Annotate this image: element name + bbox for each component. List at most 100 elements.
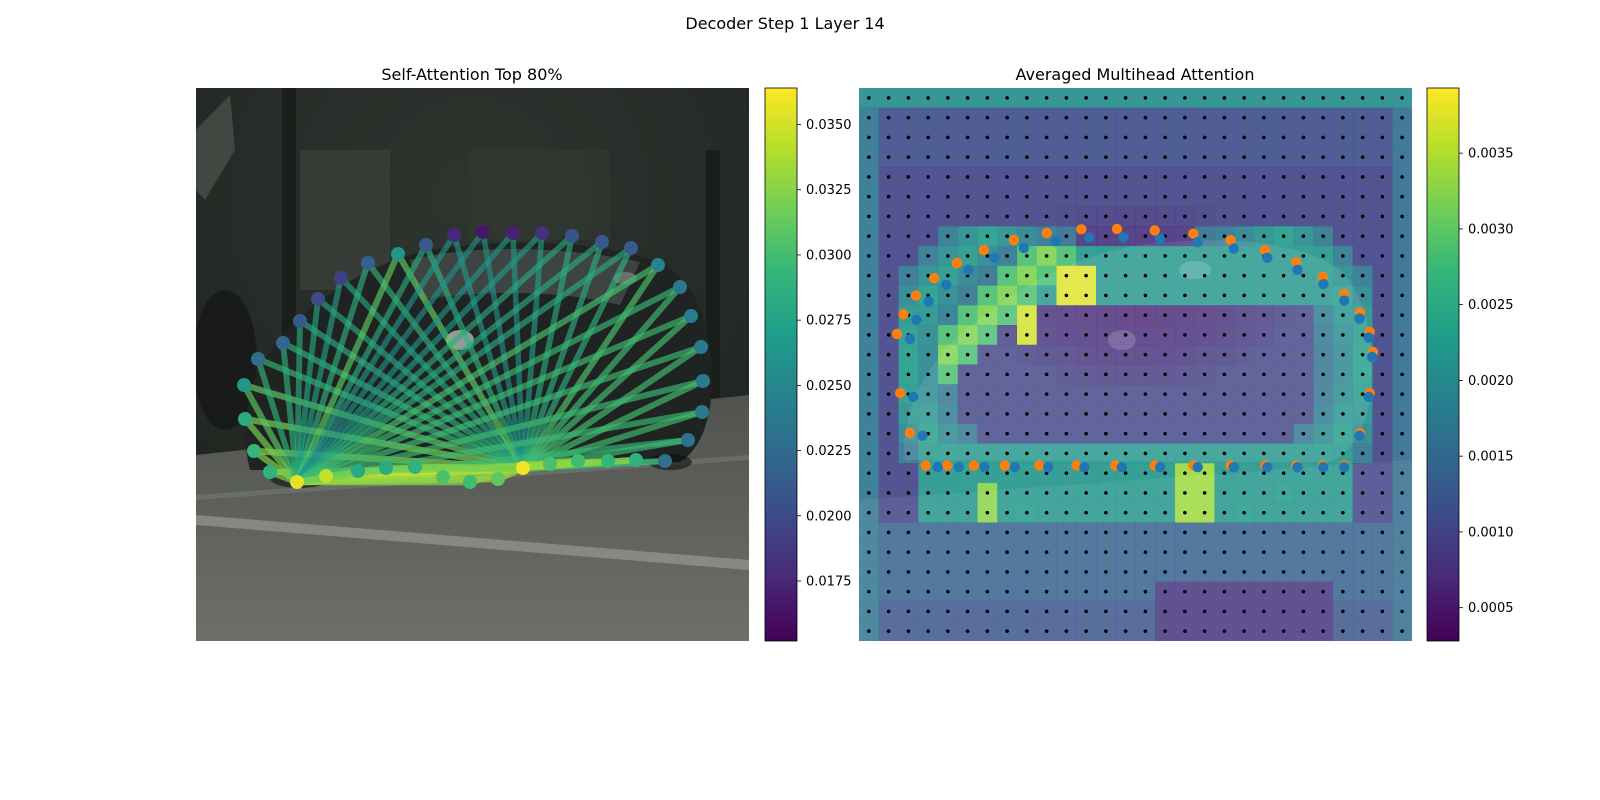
grid-point [1360,293,1365,298]
grid-point [1064,155,1069,159]
grid-point [1341,629,1345,633]
grid-point [1183,392,1187,396]
grid-point [1202,629,1207,633]
grid-point [1084,214,1088,219]
grid-point [1183,234,1187,238]
grid-point [1281,570,1286,574]
grid-point [1400,530,1404,535]
grid-point [1183,155,1187,159]
grid-point [1222,115,1227,120]
grid-point [1163,96,1167,100]
grid-point [946,491,950,495]
grid-point [1202,392,1207,396]
grid-point [906,471,911,475]
grid-point [946,510,950,515]
grid-point [1202,234,1207,238]
grid-point [926,214,930,219]
colorbar-1-tick-label-0: 0.0175 [806,575,852,590]
grid-point [946,155,950,159]
grid-point [1202,214,1207,219]
attention-line-6 [255,356,300,485]
grid-point [965,550,970,554]
attention-line-24 [293,343,705,486]
grid-point [1064,372,1069,377]
grid-point [1064,254,1069,258]
attention-point-38 [379,461,393,475]
grid-point [1341,254,1345,258]
attention-point-4 [238,412,252,426]
grid-point [886,530,891,535]
grid-point [1025,431,1029,436]
grid-point [1025,392,1029,396]
grid-point [1242,491,1246,495]
grid-point [1360,333,1365,337]
grid-point [1262,155,1266,159]
grid-point [965,155,970,159]
grid-point [1183,550,1187,554]
attention-point-9 [311,292,325,306]
attention-line-17 [520,230,545,471]
grid-point [1301,273,1306,278]
grid-point [965,352,970,357]
grid-point [1044,372,1049,377]
grid-point [1104,194,1108,199]
grid-point [1281,115,1286,120]
grid-point [1104,273,1108,278]
grid-point [926,550,930,554]
blue-contour-point-19 [904,333,916,345]
grid-point [1262,609,1266,614]
grid-point [1242,589,1246,594]
grid-point [906,372,911,377]
grid-point [1143,570,1148,574]
attention-point-23 [684,309,698,323]
blue-contour-point-27 [1079,462,1090,473]
grid-point [1281,96,1286,100]
grid-point [1143,431,1148,436]
grid-point [1064,214,1069,219]
grid-point [1064,333,1069,337]
grid-point [1321,234,1325,238]
grid-point [1360,629,1365,633]
grid-point [1301,254,1306,258]
grid-point [1183,313,1187,317]
grid-point [1281,491,1286,495]
grid-point [1123,471,1128,475]
grid-point [1400,629,1404,633]
grid-point [1281,530,1286,535]
grid-point [1025,293,1029,298]
grid-point [1262,352,1266,357]
grid-point [1104,510,1108,515]
colorbar-1-tick-label-5: 0.0300 [806,248,852,263]
grid-point [1064,530,1069,535]
attention-line-23 [293,312,695,486]
grid-point [985,550,990,554]
grid-point [985,234,990,238]
grid-point [1123,273,1128,278]
grid-point [1380,254,1385,258]
grid-point [1400,194,1404,199]
grid-point [946,254,950,258]
orange-contour-point-8 [1188,228,1199,239]
grid-point [926,412,930,416]
grid-point [1262,135,1266,140]
colorbar-1-tick-label-1: 0.0200 [806,509,852,524]
grid-point [965,115,970,120]
grid-point [1360,234,1365,238]
grid-point [985,115,990,120]
colorbar-2-tick-label-5: 0.0030 [1468,222,1514,237]
grid-point [867,115,871,120]
grid-point [886,96,891,100]
grid-point [1380,352,1385,357]
panel2-title: Averaged Multihead Attention [1016,65,1255,84]
grid-point [1005,155,1009,159]
grid-point [1084,333,1088,337]
grid-point [1281,352,1286,357]
grid-point [906,96,911,100]
grid-point [1222,589,1227,594]
grid-point [867,471,871,475]
blue-contour-point-18 [911,314,922,325]
grid-point [946,629,950,633]
grid-point [965,451,970,456]
grid-point [985,589,990,594]
grid-point [1163,293,1167,298]
